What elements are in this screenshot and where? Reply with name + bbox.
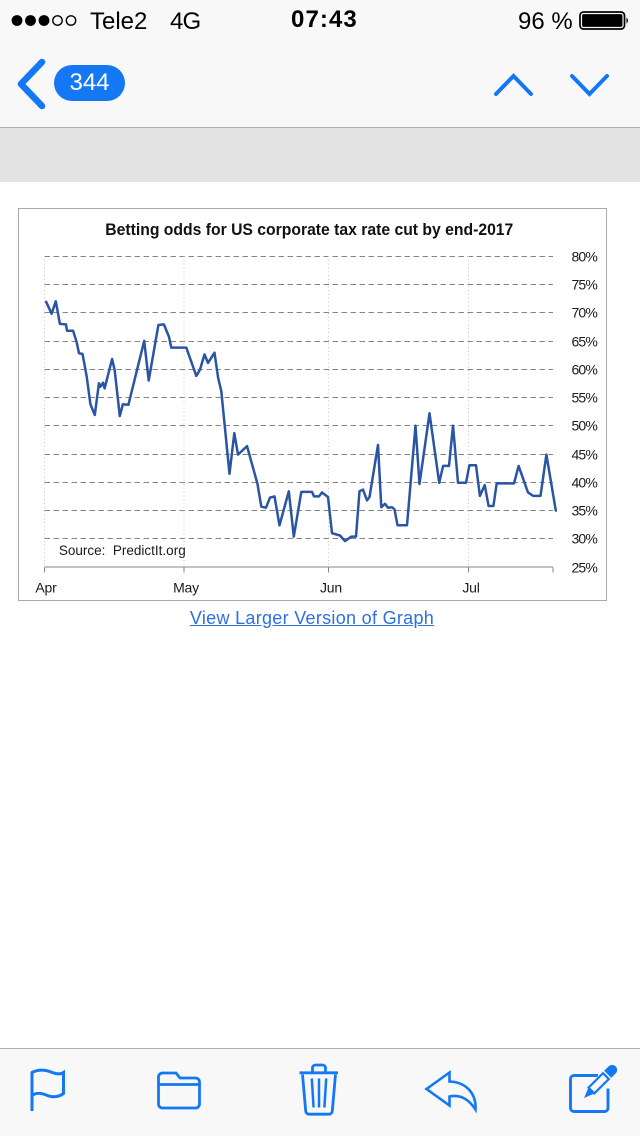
svg-text:40%: 40%: [572, 474, 598, 490]
svg-text:Apr: Apr: [35, 579, 57, 595]
svg-text:65%: 65%: [572, 333, 598, 349]
svg-text:May: May: [173, 579, 199, 595]
svg-text:Jul: Jul: [462, 579, 479, 595]
svg-text:Source: PredictIt.org: Source: PredictIt.org: [59, 543, 186, 558]
svg-text:55%: 55%: [572, 389, 598, 405]
svg-text:Jun: Jun: [320, 579, 342, 595]
svg-text:50%: 50%: [572, 417, 598, 433]
svg-text:45%: 45%: [572, 446, 598, 462]
svg-text:80%: 80%: [572, 248, 598, 264]
svg-text:25%: 25%: [572, 559, 598, 575]
svg-text:70%: 70%: [572, 304, 598, 320]
svg-text:30%: 30%: [572, 530, 598, 546]
svg-text:75%: 75%: [572, 276, 598, 292]
svg-text:Betting odds for US corporate: Betting odds for US corporate tax rate c…: [105, 221, 513, 239]
svg-text:60%: 60%: [572, 361, 598, 377]
svg-text:35%: 35%: [572, 502, 598, 518]
